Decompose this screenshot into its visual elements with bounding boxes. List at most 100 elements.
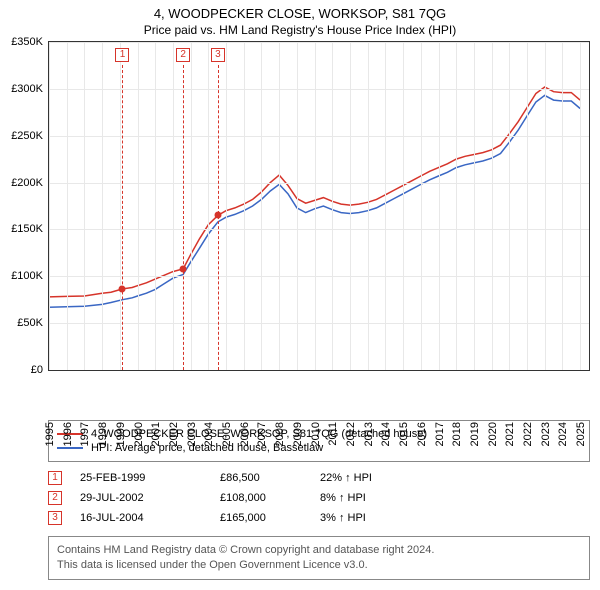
gridline-v (244, 42, 245, 370)
gridline-v (155, 42, 156, 370)
x-axis-labels: 1995199619971998199920002001200220032004… (48, 371, 590, 416)
xtick-label: 2008 (274, 422, 286, 446)
sale-row-marker: 2 (48, 491, 62, 505)
gridline-v (138, 42, 139, 370)
sale-date: 25-FEB-1999 (80, 472, 220, 484)
gridline-v (509, 42, 510, 370)
xtick-label: 2021 (504, 422, 516, 446)
xtick-label: 2005 (221, 422, 233, 446)
xtick-label: 2024 (557, 422, 569, 446)
gridline-v (439, 42, 440, 370)
sales-table: 1 25-FEB-1999£86,50022% ↑ HPI 2 29-JUL-2002… (48, 468, 590, 528)
legend-swatch (57, 447, 83, 449)
xtick-label: 2003 (186, 422, 198, 446)
sale-marker-box: 1 (115, 48, 129, 62)
gridline-v (474, 42, 475, 370)
sale-marker-dash (183, 65, 184, 370)
gridline-v (120, 42, 121, 370)
ytick-label: £250K (11, 130, 43, 142)
page-subtitle: Price paid vs. HM Land Registry's House … (0, 21, 600, 41)
gridline-v (385, 42, 386, 370)
sale-row: 3 16-JUL-2004£165,0003% ↑ HPI (48, 508, 590, 528)
sale-row-marker: 3 (48, 511, 62, 525)
xtick-label: 2006 (239, 422, 251, 446)
gridline-v (545, 42, 546, 370)
license-line: This data is licensed under the Open Gov… (57, 558, 581, 573)
gridline-v (368, 42, 369, 370)
gridline-v (315, 42, 316, 370)
xtick-label: 1995 (44, 422, 56, 446)
xtick-label: 2025 (575, 422, 587, 446)
ytick-label: £0 (31, 364, 43, 376)
sale-dot (180, 265, 187, 272)
xtick-label: 2023 (540, 422, 552, 446)
ytick-label: £50K (17, 317, 43, 329)
page-title: 4, WOODPECKER CLOSE, WORKSOP, S81 7QG (0, 0, 600, 21)
xtick-label: 2014 (380, 422, 392, 446)
gridline-v (261, 42, 262, 370)
gridline-v (562, 42, 563, 370)
gridline-v (49, 42, 50, 370)
xtick-label: 2007 (256, 422, 268, 446)
xtick-label: 2013 (363, 422, 375, 446)
chart-lines (49, 42, 589, 370)
sale-delta: 22% ↑ HPI (320, 472, 590, 484)
xtick-label: 1997 (79, 422, 91, 446)
ytick-label: £150K (11, 223, 43, 235)
xtick-label: 2010 (310, 422, 322, 446)
gridline-v (226, 42, 227, 370)
sale-delta: 3% ↑ HPI (320, 512, 590, 524)
gridline-v (279, 42, 280, 370)
sale-dot (119, 285, 126, 292)
xtick-label: 2018 (451, 422, 463, 446)
sale-price: £108,000 (220, 492, 320, 504)
sale-row: 1 25-FEB-1999£86,50022% ↑ HPI (48, 468, 590, 488)
gridline-v (492, 42, 493, 370)
sale-dot (214, 212, 221, 219)
xtick-label: 2017 (434, 422, 446, 446)
gridline-v (580, 42, 581, 370)
xtick-label: 1998 (97, 422, 109, 446)
gridline-h (49, 136, 589, 137)
xtick-label: 2000 (133, 422, 145, 446)
ytick-label: £350K (11, 36, 43, 48)
xtick-label: 2009 (292, 422, 304, 446)
xtick-label: 1999 (115, 422, 127, 446)
xtick-label: 2001 (150, 422, 162, 446)
xtick-label: 2012 (345, 422, 357, 446)
gridline-v (403, 42, 404, 370)
xtick-label: 2002 (168, 422, 180, 446)
gridline-v (456, 42, 457, 370)
sale-price: £165,000 (220, 512, 320, 524)
sale-date: 16-JUL-2004 (80, 512, 220, 524)
page-container: 4, WOODPECKER CLOSE, WORKSOP, S81 7QG Pr… (0, 0, 600, 590)
xtick-label: 2022 (522, 422, 534, 446)
xtick-label: 2020 (487, 422, 499, 446)
gridline-v (421, 42, 422, 370)
ytick-label: £200K (11, 177, 43, 189)
license-line: Contains HM Land Registry data © Crown c… (57, 543, 581, 558)
gridline-h (49, 183, 589, 184)
xtick-label: 1996 (62, 422, 74, 446)
sale-date: 29-JUL-2002 (80, 492, 220, 504)
xtick-label: 2015 (398, 422, 410, 446)
gridline-v (102, 42, 103, 370)
gridline-v (84, 42, 85, 370)
gridline-v (191, 42, 192, 370)
xtick-label: 2004 (203, 422, 215, 446)
gridline-h (49, 323, 589, 324)
gridline-h (49, 42, 589, 43)
license-box: Contains HM Land Registry data © Crown c… (48, 536, 590, 580)
sale-marker-box: 2 (176, 48, 190, 62)
gridline-v (350, 42, 351, 370)
gridline-h (49, 89, 589, 90)
gridline-v (527, 42, 528, 370)
sale-price: £86,500 (220, 472, 320, 484)
sale-marker-dash (122, 65, 123, 370)
sale-row-marker: 1 (48, 471, 62, 485)
sale-row: 229-JUL-2002£108,0008% ↑ HPI (48, 488, 590, 508)
gridline-h (49, 276, 589, 277)
gridline-v (297, 42, 298, 370)
price-chart: £0£50K£100K£150K£200K£250K£300K£350K123 (48, 41, 590, 371)
xtick-label: 2011 (327, 422, 339, 446)
